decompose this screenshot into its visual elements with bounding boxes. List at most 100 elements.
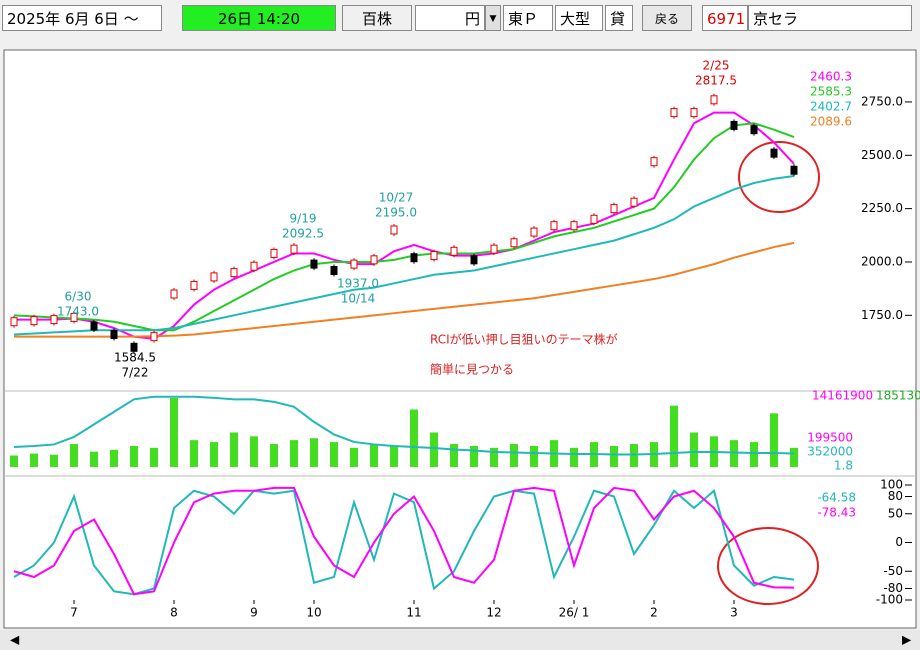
volume-bar [70, 443, 78, 467]
candle [570, 221, 578, 231]
candle [450, 246, 458, 256]
x-tick-label: 10 [306, 606, 321, 620]
candle [470, 255, 478, 265]
candle [110, 330, 118, 340]
moving-average-label: 2089.6 [810, 115, 852, 129]
candle [270, 248, 278, 258]
volume-average-line [13, 395, 795, 456]
price-annotation: 6/30 [65, 290, 92, 304]
volume-bar [350, 447, 358, 467]
volume-bar [210, 442, 218, 467]
volume-bar [250, 436, 258, 467]
callout-text: 簡単に見つかる [430, 362, 514, 377]
candle [410, 253, 418, 263]
y2-limit-label: 14161900 [812, 389, 873, 403]
candle [30, 316, 38, 326]
size: 大型 [555, 5, 603, 31]
volume-bar [50, 454, 58, 467]
candle [630, 197, 638, 207]
stock-code: 6971 [702, 5, 748, 31]
highlight-circle [738, 141, 820, 213]
volume-bar [130, 445, 138, 467]
y-tick-label: -100 [876, 593, 903, 607]
moving-average-line [13, 175, 795, 336]
market: 東Ｐ [503, 5, 553, 31]
candle [510, 238, 518, 248]
candle [290, 244, 298, 254]
volume-bar [770, 413, 778, 467]
x-tick-label: 26/ 1 [559, 606, 590, 620]
volume-bar [730, 440, 738, 467]
y-tick-label: -80 [883, 581, 903, 595]
candle [590, 214, 598, 224]
volume-bar [370, 443, 378, 467]
rci-label: -78.43 [817, 506, 856, 520]
y-limit-label: 1851300 [876, 389, 920, 403]
volume-label: 1.8 [834, 459, 853, 473]
date-from[interactable]: 2025年 6月 6日 ～ [2, 5, 162, 31]
y-tick-label: 0 [895, 535, 903, 549]
candle [190, 280, 198, 290]
candle [770, 148, 778, 158]
volume-bar [690, 432, 698, 467]
candle [370, 255, 378, 265]
rci-line [13, 486, 795, 596]
candle [230, 268, 238, 278]
volume-bar [670, 405, 678, 467]
volume-bar [750, 442, 758, 467]
volume-bar [310, 438, 318, 467]
stock-name: 京セラ [748, 5, 912, 31]
volume-bar [270, 443, 278, 467]
dropdown-arrow[interactable]: ▼ [485, 5, 501, 31]
price-annotation: 1937.0 [337, 277, 379, 291]
candle [530, 227, 538, 237]
price-annotation: 1743.0 [57, 305, 99, 319]
candle [150, 332, 158, 342]
volume-bar [170, 397, 178, 467]
scrollbar[interactable] [0, 630, 920, 650]
moving-average-line [14, 111, 795, 340]
candle [10, 317, 18, 327]
price-annotation: 7/22 [122, 366, 149, 380]
unit: 百株 [342, 5, 412, 31]
price-annotation: 10/14 [341, 292, 376, 306]
candle [70, 312, 78, 322]
callout-text: RCIが低い押し目狙いのテーマ株が [430, 332, 618, 347]
volume-bar [390, 445, 398, 467]
scroll-left[interactable]: ◀ [10, 633, 20, 647]
candle [170, 289, 178, 299]
price-annotation: 2/25 [703, 59, 730, 73]
x-tick-label: 7 [70, 606, 78, 620]
volume-bar [610, 445, 618, 467]
moving-average-label: 2585.3 [810, 85, 852, 99]
x-tick-label: 12 [486, 606, 501, 620]
date-to[interactable]: 26日 14:20 [182, 5, 336, 31]
candle [490, 244, 498, 254]
back-button[interactable]: 戻る [642, 5, 692, 31]
y-tick-label: 80 [888, 489, 903, 503]
volume-bar [490, 447, 498, 467]
scroll-right[interactable]: ▶ [902, 633, 912, 647]
x-tick-label: 3 [730, 606, 738, 620]
volume-bar [530, 445, 538, 467]
volume-bar [570, 447, 578, 467]
candle [50, 315, 58, 325]
margin: 貸 [605, 5, 633, 31]
y-tick-label: 1750.0 [861, 308, 903, 322]
volume-bar [330, 442, 338, 467]
candle [350, 259, 358, 269]
currency[interactable]: 円 [415, 5, 485, 31]
price-annotation: 2195.0 [375, 206, 417, 220]
candle [250, 261, 258, 271]
candle [690, 108, 698, 118]
volume-bar [510, 443, 518, 467]
y-tick-label: 2000.0 [861, 254, 903, 268]
volume-label: 199500 [807, 431, 853, 445]
candle [790, 165, 798, 175]
y-tick-label: 2750.0 [861, 94, 903, 108]
y-tick-label: 2500.0 [861, 148, 903, 162]
candle [130, 342, 138, 352]
candle [390, 225, 398, 235]
